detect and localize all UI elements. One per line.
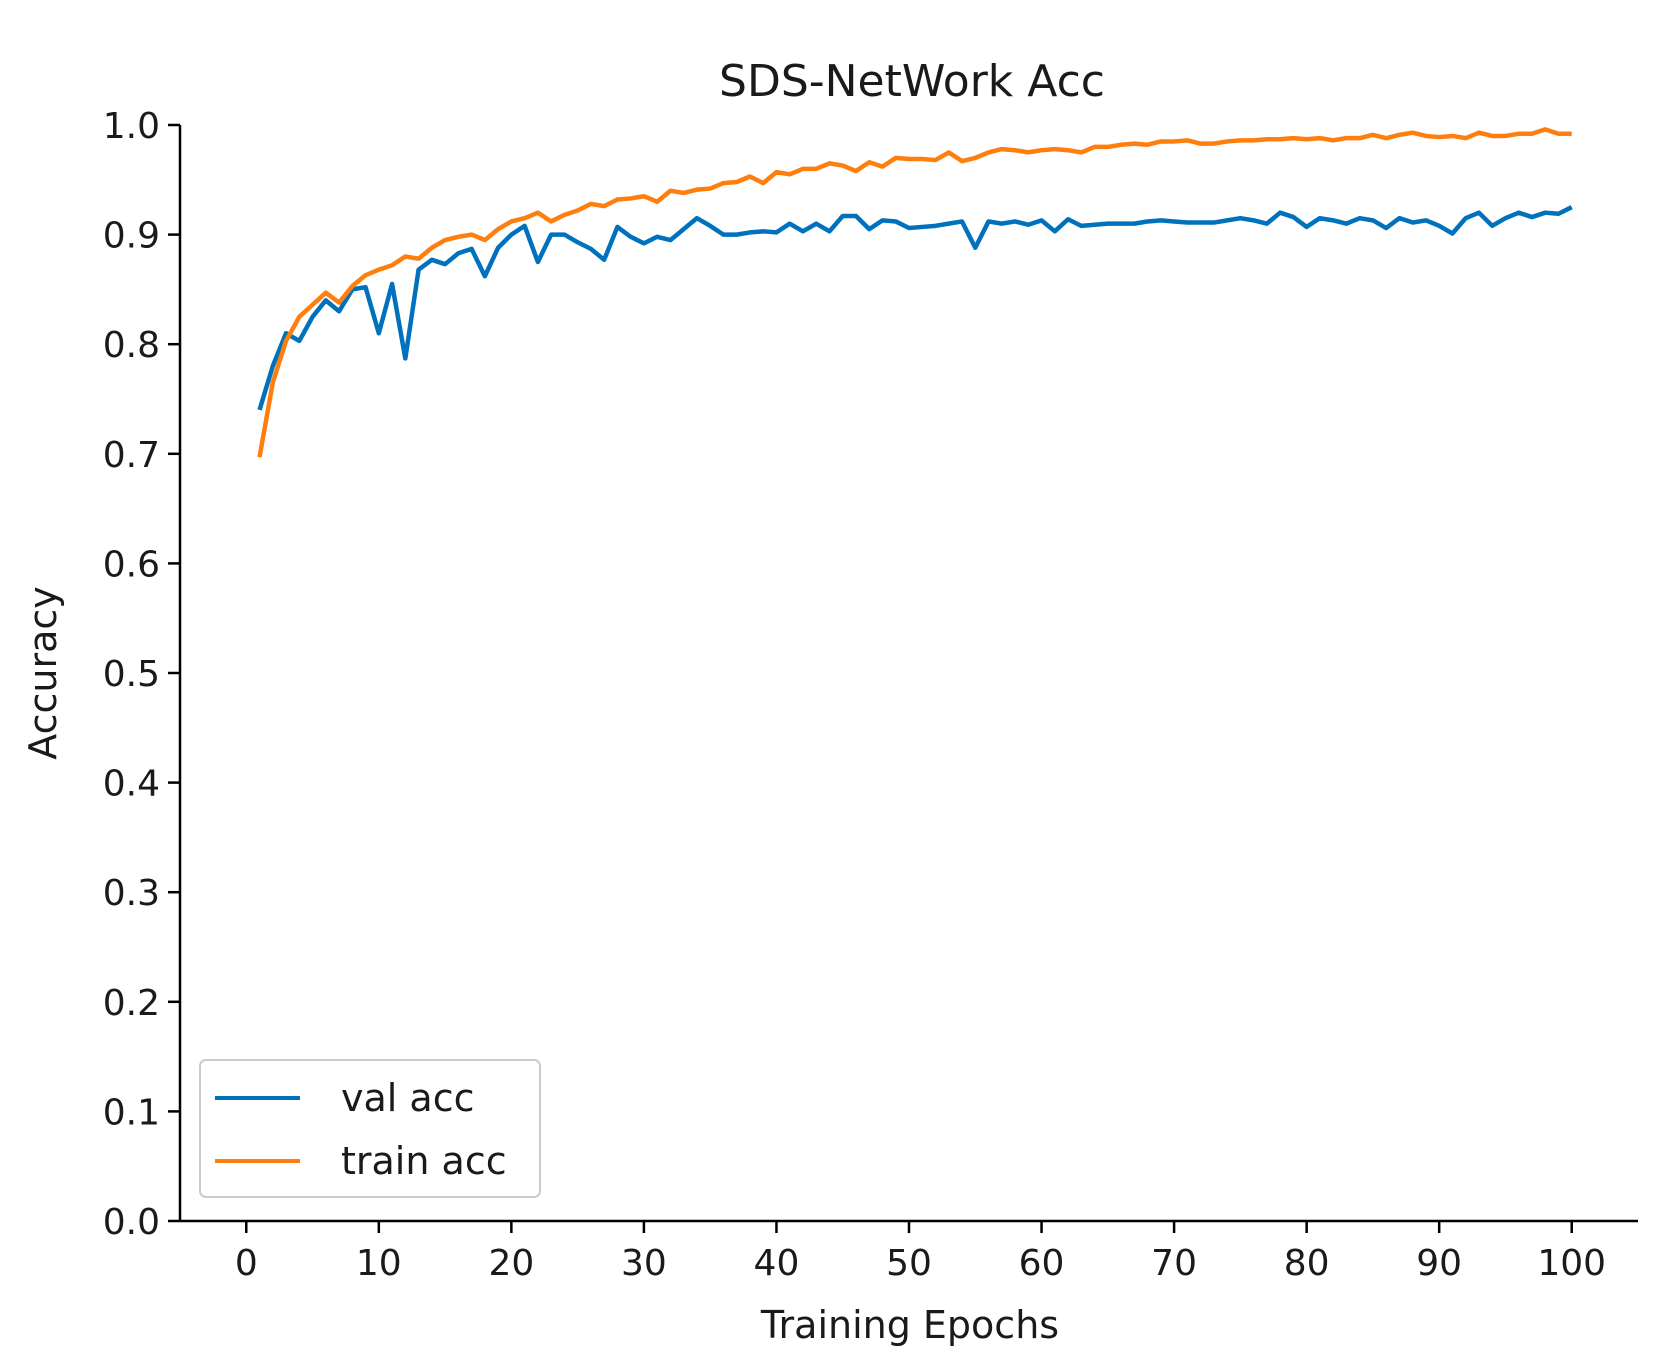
- y-tick-label: 0.8: [103, 325, 160, 366]
- legend-val-acc-label: val acc: [341, 1076, 474, 1120]
- y-axis-label: Accuracy: [21, 586, 65, 760]
- y-tick-label: 0.9: [103, 216, 160, 257]
- series-lines: [257, 127, 1573, 458]
- y-tick-label: 0.5: [103, 654, 160, 695]
- x-tick-label: 20: [488, 1243, 534, 1284]
- y-tick-label: 0.7: [103, 435, 160, 476]
- x-tick-label: 40: [754, 1243, 800, 1284]
- x-tick-label: 70: [1151, 1243, 1197, 1284]
- y-tick-label: 0.0: [103, 1202, 160, 1243]
- y-tick-label: 1.0: [103, 106, 160, 147]
- x-tick-label: 30: [621, 1243, 667, 1284]
- x-tick-label: 60: [1019, 1243, 1065, 1284]
- x-tick-label: 0: [235, 1243, 258, 1284]
- series-line-train-acc: [257, 127, 1572, 458]
- series-line-val-acc: [257, 205, 1573, 411]
- legend: val acc train acc: [199, 1059, 541, 1198]
- y-tick-label: 0.3: [103, 873, 160, 914]
- x-tick-label: 100: [1537, 1243, 1606, 1284]
- y-axis-ticks: 0.0 0.1 0.2 0.3 0.4 0.5 0.6 0.7 0.8 0.9 1.0: [103, 106, 180, 1243]
- x-tick-label: 10: [356, 1243, 402, 1284]
- chart-title: SDS-NetWork Acc: [719, 56, 1105, 107]
- legend-train-acc-label: train acc: [341, 1139, 507, 1183]
- y-tick-label: 0.1: [103, 1092, 160, 1133]
- x-tick-label: 90: [1416, 1243, 1462, 1284]
- y-tick-label: 0.2: [103, 983, 160, 1024]
- x-tick-label: 50: [886, 1243, 932, 1284]
- x-axis-ticks: 0 10 20 30 40 50 60 70 80 90 100: [235, 1221, 1606, 1284]
- x-axis-label: Training Epochs: [760, 1303, 1059, 1347]
- y-tick-label: 0.6: [103, 544, 160, 585]
- y-tick-label: 0.4: [103, 764, 160, 805]
- x-tick-label: 80: [1284, 1243, 1330, 1284]
